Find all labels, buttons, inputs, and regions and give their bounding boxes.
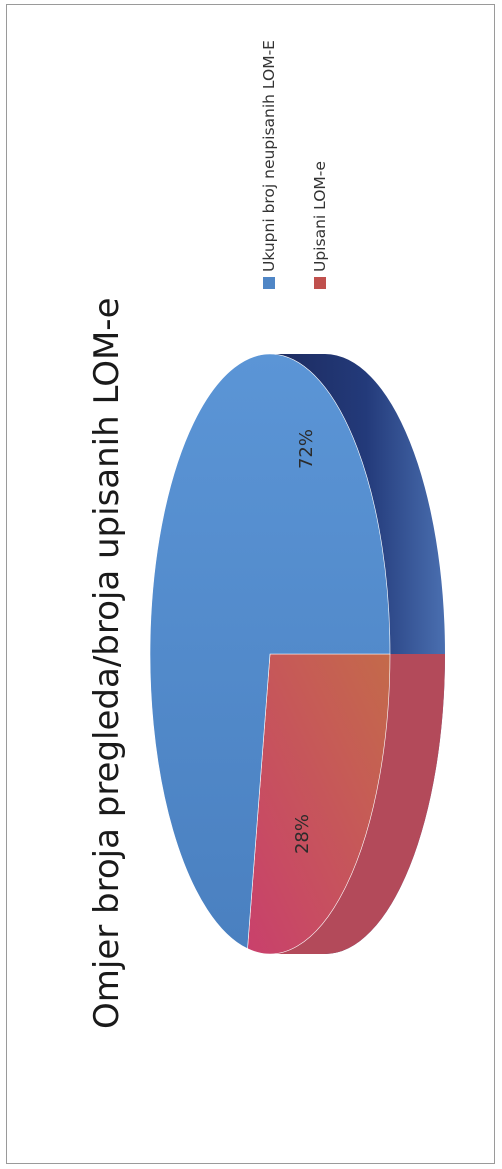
slice-label-0: 72% [296,429,317,469]
legend-swatch-0 [263,277,275,289]
legend-swatch-1 [314,277,326,289]
pie-slice-1 [247,653,391,955]
chart-title: Omjer broja pregleda/broja upisanih LOM-… [87,298,127,1029]
pie-slice-side-1 [270,654,445,954]
pie-group: 72% 28% [149,353,445,955]
legend: Ukupni broj neupisanih LOM-E Upisani LOM… [260,40,329,289]
slide-border [6,4,495,1164]
legend-entry-0: Ukupni broj neupisanih LOM-E [260,40,278,272]
pie-slice-0 [149,353,391,950]
legend-entry-1: Upisani LOM-e [311,161,329,272]
slice-label-1: 28% [292,814,313,854]
